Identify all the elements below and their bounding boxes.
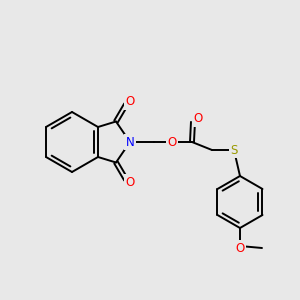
Text: O: O bbox=[236, 242, 244, 254]
Text: S: S bbox=[230, 143, 238, 157]
Text: O: O bbox=[167, 136, 177, 148]
Text: O: O bbox=[125, 95, 135, 108]
Text: O: O bbox=[125, 176, 135, 189]
Text: N: N bbox=[126, 136, 134, 148]
Text: O: O bbox=[194, 112, 202, 125]
